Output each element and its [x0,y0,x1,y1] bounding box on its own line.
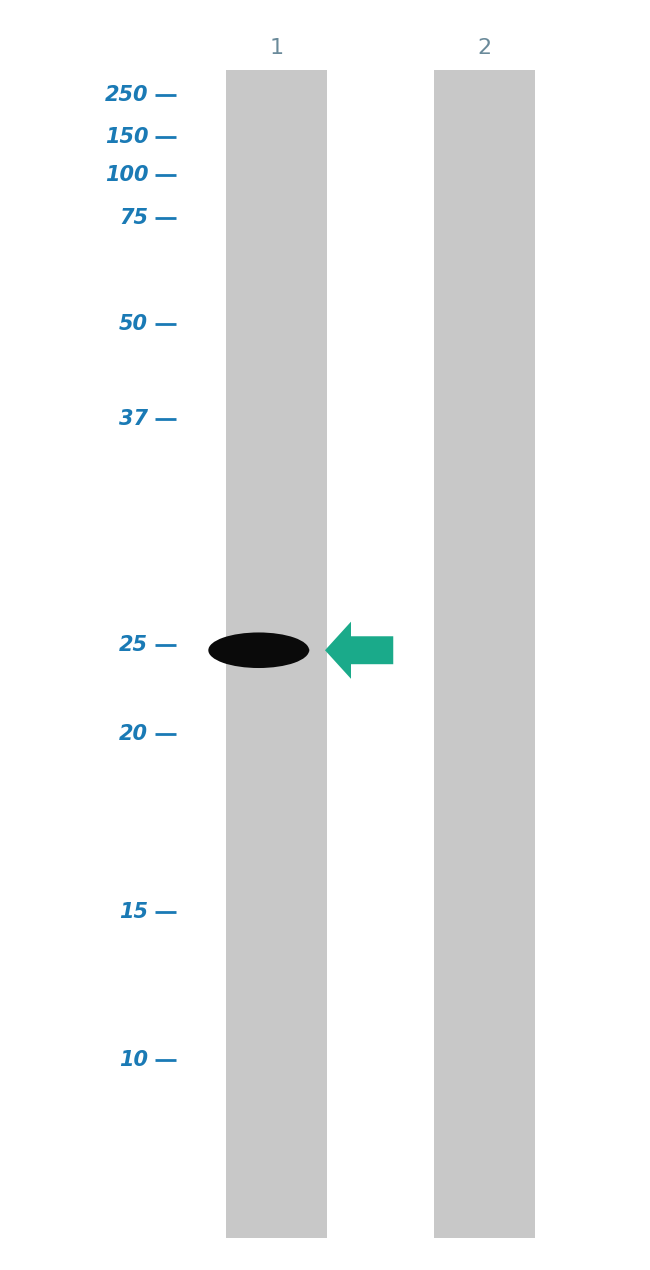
Text: 10: 10 [119,1050,148,1071]
Text: 250: 250 [105,85,148,105]
Text: 150: 150 [105,127,148,147]
Ellipse shape [237,640,307,660]
Bar [226,70,326,1238]
Ellipse shape [259,643,310,658]
Text: 50: 50 [119,314,148,334]
Text: 20: 20 [119,724,148,744]
Text: 75: 75 [119,208,148,229]
Text: 25: 25 [119,635,148,655]
Text: 100: 100 [105,165,148,185]
FancyArrow shape [325,621,393,678]
Ellipse shape [210,635,301,665]
Ellipse shape [217,638,287,663]
Ellipse shape [208,632,309,668]
Text: 15: 15 [119,902,148,922]
Text: 1: 1 [269,38,283,58]
Bar [434,70,534,1238]
Text: 37: 37 [119,409,148,429]
Text: 2: 2 [477,38,491,58]
